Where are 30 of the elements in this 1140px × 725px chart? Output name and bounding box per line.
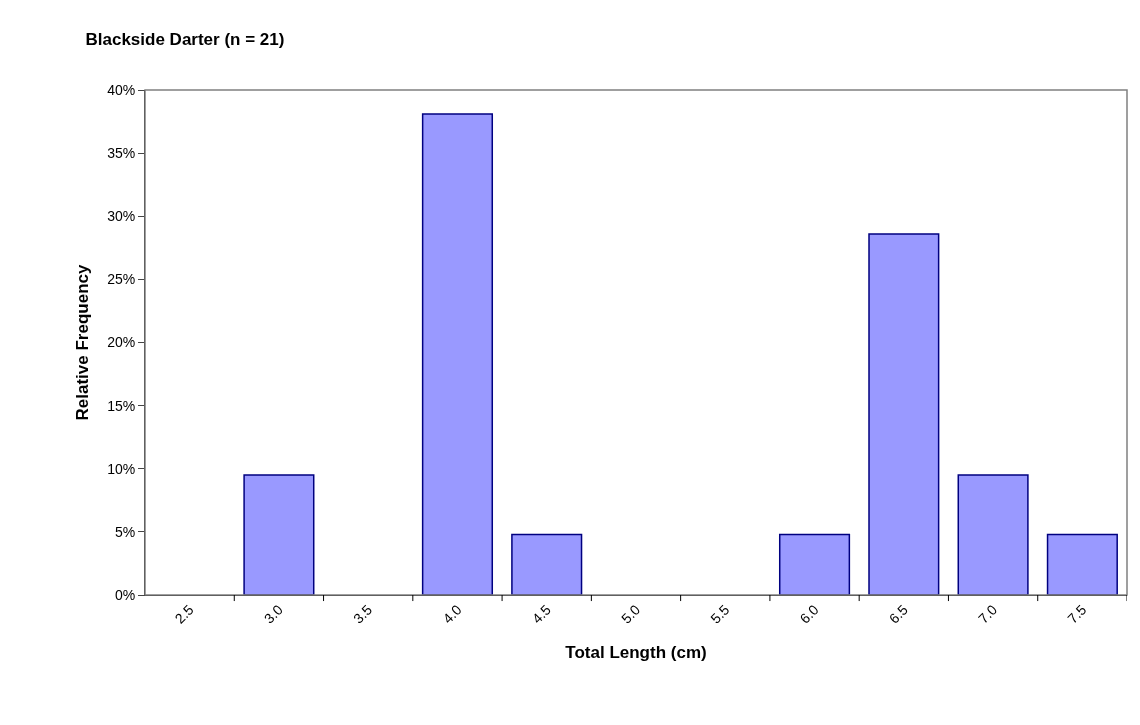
x-axis-title: Total Length (cm) xyxy=(565,643,707,663)
y-tick-label: 10% xyxy=(107,460,136,477)
y-tick-label: 30% xyxy=(107,208,136,225)
x-tick-label: 3.5 xyxy=(350,601,376,627)
y-tick-label: 5% xyxy=(114,523,136,540)
x-tick-label: 7.5 xyxy=(1064,601,1090,627)
x-tick-label: 6.0 xyxy=(796,601,822,627)
x-tick-label: 4.5 xyxy=(528,601,554,627)
x-tick-label: 4.0 xyxy=(439,601,465,627)
y-axis-title: Relative Frequency xyxy=(72,264,92,421)
y-tick-label: 0% xyxy=(114,586,136,603)
chart-title: Blackside Darter (n = 21) xyxy=(85,29,285,49)
bar xyxy=(868,233,940,595)
x-tick-label: 2.5 xyxy=(171,601,197,627)
y-tick-label: 25% xyxy=(107,271,136,288)
bar xyxy=(511,533,583,595)
bar xyxy=(421,113,494,595)
y-tick-label: 40% xyxy=(107,81,136,98)
y-tick-label: 15% xyxy=(107,397,136,414)
bar xyxy=(243,474,315,595)
x-tick-label: 7.0 xyxy=(975,601,1001,627)
bar xyxy=(957,474,1029,595)
x-tick-label: 5.0 xyxy=(617,601,644,627)
bar xyxy=(778,533,851,595)
bar xyxy=(1046,533,1118,595)
y-tick-label: 35% xyxy=(107,145,136,162)
x-tick-label: 6.5 xyxy=(885,601,912,627)
x-tick-label: 5.5 xyxy=(707,601,733,627)
x-tick-label: 3.0 xyxy=(260,601,287,627)
y-tick-label: 20% xyxy=(107,334,136,351)
